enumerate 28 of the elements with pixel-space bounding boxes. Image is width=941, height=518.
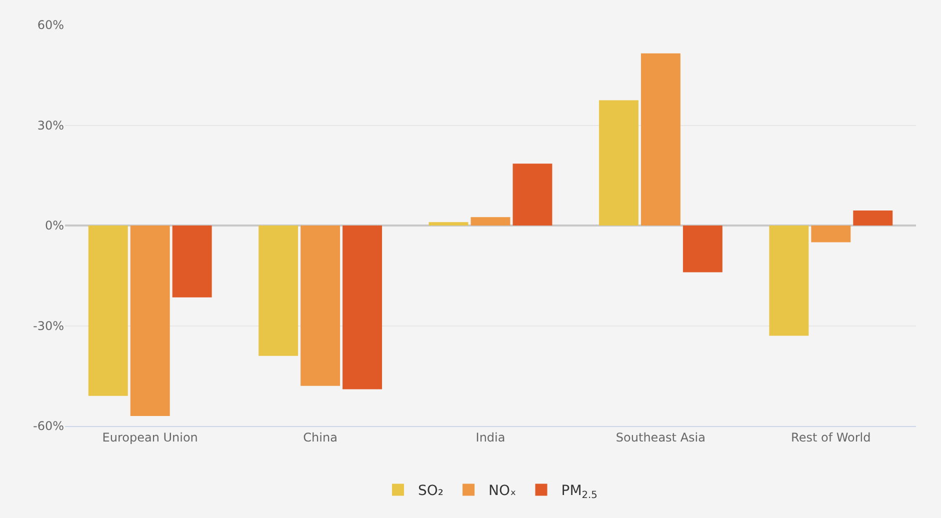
y-tick-label: 30% <box>37 118 64 132</box>
x-tick-label: China <box>303 430 338 444</box>
y-tick-label: 0% <box>44 218 64 233</box>
bar <box>428 222 468 226</box>
x-tick-label: India <box>476 430 506 444</box>
bar <box>130 226 170 416</box>
legend-label: NOₓ <box>488 483 516 500</box>
bar <box>88 226 128 396</box>
y-tick-label: -60% <box>32 419 64 434</box>
legend-label: SO₂ <box>418 483 444 500</box>
bar <box>598 100 638 226</box>
bar <box>811 226 851 242</box>
bar <box>258 226 298 356</box>
bar <box>172 226 212 298</box>
bar <box>853 210 893 226</box>
x-tick-label: Southeast Asia <box>616 430 706 444</box>
y-tick-label: -30% <box>32 318 64 333</box>
legend-label: PM$_{2.5}$ <box>561 483 598 502</box>
bar <box>470 217 510 226</box>
bar <box>512 164 552 226</box>
bar <box>300 226 340 386</box>
bar <box>769 226 809 336</box>
y-tick-label: 60% <box>37 18 64 32</box>
bar <box>342 226 382 390</box>
x-tick-label: Rest of World <box>791 430 871 444</box>
bar <box>640 53 680 226</box>
bar <box>682 226 722 272</box>
x-tick-label: European Union <box>102 430 198 444</box>
